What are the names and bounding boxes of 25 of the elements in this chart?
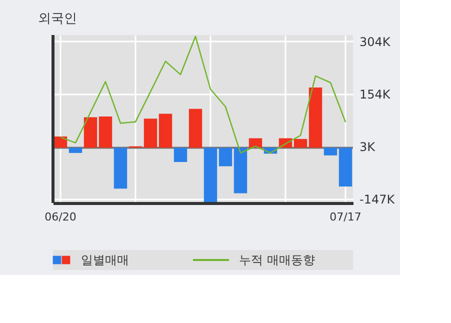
x-tick-label: 07/17 [330, 210, 362, 224]
x-tick-label: 06/20 [44, 210, 76, 224]
bar [188, 108, 202, 148]
legend-label: 일별매매 [81, 253, 129, 267]
bar [144, 118, 158, 148]
y-tick-label: 304K [360, 34, 392, 49]
line-series [60, 36, 346, 154]
bar [294, 138, 308, 148]
bar [234, 148, 248, 194]
bar [98, 116, 112, 148]
bar [84, 117, 98, 148]
chart-title: 외국인 [38, 12, 78, 26]
bar [68, 148, 82, 153]
bar [204, 148, 218, 202]
bar [218, 148, 232, 166]
y-tick-label: -147K [360, 192, 396, 207]
bar [114, 148, 128, 189]
bar [174, 148, 188, 162]
bar [308, 88, 322, 148]
bar [324, 148, 338, 156]
y-tick-label: 154K [360, 87, 392, 102]
bar [158, 114, 172, 148]
legend-label: 누적 매매동향 [239, 253, 315, 267]
y-tick-label: 3K [360, 140, 376, 154]
bar [338, 148, 352, 187]
